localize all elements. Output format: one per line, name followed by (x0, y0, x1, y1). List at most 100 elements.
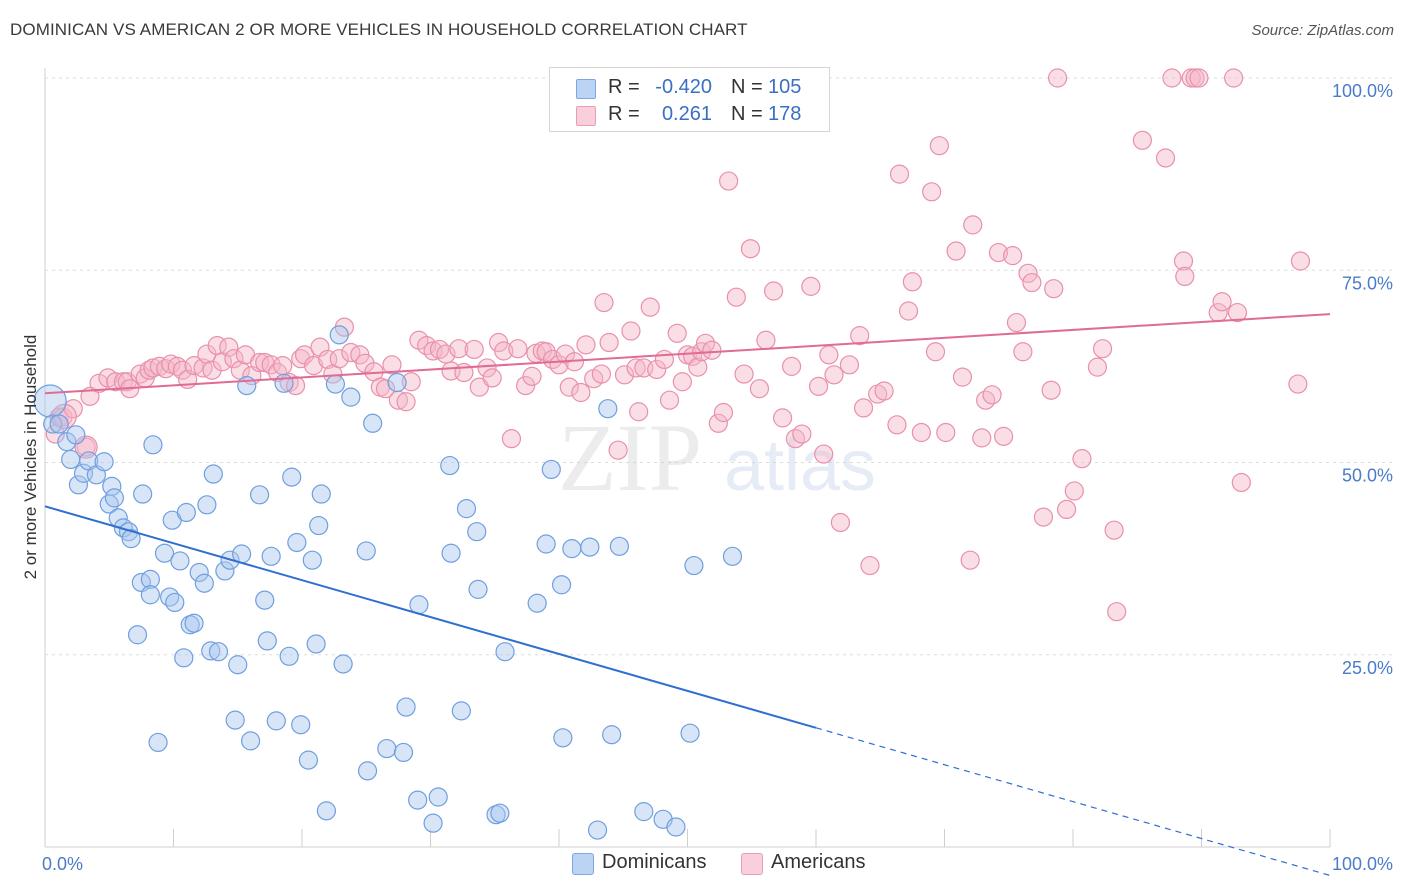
americans-point (839, 355, 860, 375)
dominicans-point (311, 484, 331, 504)
dominicans-point (215, 561, 235, 581)
dominicans-point (194, 573, 214, 593)
americans-point (647, 359, 667, 380)
dominicans-point (133, 484, 153, 504)
americans-point (889, 164, 910, 184)
americans-point (219, 337, 239, 357)
americans-point (814, 444, 834, 464)
americans-point (640, 297, 660, 317)
y-tick-label: 25.0% (1342, 658, 1393, 678)
dominicans-point (316, 801, 337, 821)
dominicans-point (279, 646, 299, 666)
dominicans-point (467, 522, 487, 542)
americans-point (89, 373, 109, 393)
dominicans-point (587, 820, 608, 840)
americans-point (946, 241, 966, 261)
americans-point (401, 372, 421, 392)
americans-point (375, 379, 396, 399)
americans-point (976, 390, 996, 410)
americans-point (1155, 148, 1176, 168)
dominicans-point (490, 803, 510, 823)
dominicans-point (598, 399, 618, 419)
bottom-legend-swatch (572, 853, 594, 875)
americans-point (594, 292, 614, 313)
americans-point (167, 356, 187, 376)
legend-row-americans: R = 0.261 N = 178 (550, 101, 829, 129)
americans-point (542, 349, 563, 370)
americans-point (417, 336, 437, 356)
dominicans-point (282, 467, 302, 487)
americans-point (688, 357, 708, 377)
dominicans-point (396, 697, 416, 717)
dominicans-point (274, 373, 294, 393)
americans-point (1013, 342, 1033, 362)
americans-point (1044, 279, 1064, 299)
dominicans-point (306, 634, 326, 654)
americans-point (887, 415, 907, 435)
legend-r-value: 0.261 (661, 103, 712, 125)
legend-r-label: R = (608, 76, 640, 98)
dominicans-point (456, 499, 477, 519)
americans-point (726, 287, 746, 307)
grid-lines (45, 77, 1392, 656)
dominicans-point (43, 414, 63, 434)
americans-point (719, 171, 739, 191)
dominicans-point (609, 536, 629, 556)
dominicans-point (140, 585, 160, 605)
americans-point (972, 428, 992, 448)
dominicans-point (291, 715, 311, 735)
y-tick-label: 50.0% (1342, 466, 1393, 486)
americans-point (860, 555, 880, 576)
dominicans-point (356, 541, 376, 561)
dominicans-point (451, 701, 471, 721)
dominicans-point (225, 710, 245, 730)
americans-point (988, 242, 1009, 263)
dominicans-point (237, 376, 257, 396)
dominicans-point (428, 787, 448, 807)
americans-point (749, 379, 770, 399)
americans-point (477, 358, 497, 378)
americans-point (464, 339, 484, 360)
dominicans-point (541, 459, 561, 480)
dominicans-point (357, 761, 378, 781)
dominicans-point (257, 631, 277, 651)
americans-point (1173, 251, 1194, 271)
americans-point (1092, 339, 1113, 359)
americans-point (1162, 68, 1182, 88)
americans-point (1104, 520, 1124, 540)
americans-point (303, 356, 324, 376)
americans-point (614, 365, 635, 385)
dominicans-point (298, 750, 319, 770)
bottom-legend-label: Dominicans (602, 851, 707, 873)
americans-point (929, 136, 949, 156)
dominicans-point (341, 387, 361, 407)
americans-point (1288, 374, 1308, 394)
dominicans-point (255, 590, 275, 610)
americans-point (1022, 272, 1042, 293)
dominicans-point (468, 579, 488, 599)
americans-point (819, 345, 839, 365)
dominicans-point (408, 790, 428, 810)
dominicans-point (208, 642, 229, 662)
legend-n-value: 105 (768, 76, 802, 98)
americans-point (1041, 380, 1061, 400)
dominicans-point (201, 641, 221, 661)
dominicans-point (562, 539, 582, 559)
dominicans-point (140, 569, 160, 589)
dominicans-point (377, 738, 397, 759)
americans-point (1047, 68, 1068, 88)
americans-point (952, 367, 973, 387)
dominicans-point (302, 550, 322, 570)
americans-point (960, 550, 980, 570)
americans-point (801, 276, 821, 296)
americans-point (80, 386, 100, 406)
americans-point (1212, 292, 1232, 312)
dominicans-point (287, 532, 307, 553)
americans-point (922, 182, 942, 202)
americans-point (772, 408, 793, 428)
dominicans-point (602, 725, 622, 745)
dominicans-point (160, 587, 180, 607)
dominicans-point (170, 551, 190, 571)
dominicans-point (121, 529, 141, 549)
americans-point (1290, 251, 1311, 271)
